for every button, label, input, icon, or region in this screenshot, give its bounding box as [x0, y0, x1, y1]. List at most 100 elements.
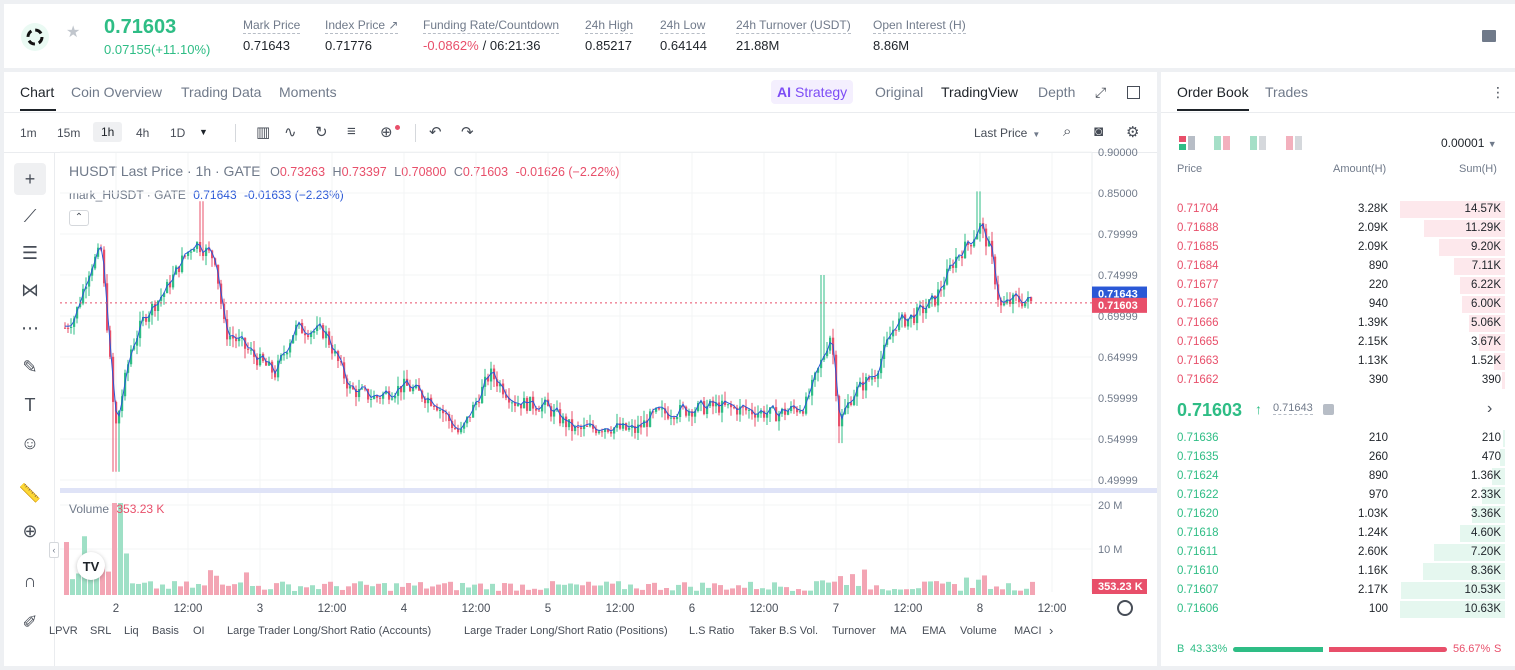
- indicator-2[interactable]: Liq: [124, 625, 139, 637]
- bid-row[interactable]: 0.71624 890 1.36K: [1161, 467, 1515, 486]
- template-icon[interactable]: ≡: [347, 123, 356, 140]
- tab-trades[interactable]: Trades: [1265, 84, 1309, 100]
- ai-icon: AI: [777, 84, 791, 100]
- view-both-icon[interactable]: [1179, 136, 1195, 150]
- bid-row[interactable]: 0.71636 210 210: [1161, 429, 1515, 448]
- favorite-star-icon[interactable]: ★: [66, 24, 81, 41]
- tab-tradingview[interactable]: TradingView: [941, 84, 1019, 100]
- candle-body: [724, 400, 727, 405]
- eraser-icon[interactable]: ✐: [22, 611, 38, 632]
- screenshot-camera-icon[interactable]: ◙: [1094, 123, 1104, 140]
- book-icon[interactable]: [1482, 30, 1496, 42]
- indicator-12[interactable]: Volume: [960, 625, 997, 637]
- tab-order-book[interactable]: Order Book: [1177, 84, 1249, 100]
- interval-1m[interactable]: 1m: [20, 126, 37, 140]
- price-type-select[interactable]: Last Price ▼: [974, 126, 1040, 140]
- ask-row[interactable]: 0.71685 2.09K 9.20K: [1161, 238, 1515, 257]
- stat-label-1[interactable]: Index Price ↗: [325, 18, 399, 34]
- indicator-7[interactable]: L.S Ratio: [689, 625, 735, 637]
- text-tool-icon[interactable]: T: [24, 394, 36, 415]
- indicator-11[interactable]: EMA: [922, 625, 946, 637]
- ask-row[interactable]: 0.71688 2.09K 11.29K: [1161, 219, 1515, 238]
- ask-row[interactable]: 0.71684 890 7.11K: [1161, 257, 1515, 276]
- interval-1h[interactable]: 1h: [93, 122, 123, 142]
- redo-icon[interactable]: ↷: [461, 124, 474, 141]
- tab-coin-overview[interactable]: Coin Overview: [71, 84, 163, 100]
- interval-4h[interactable]: 4h: [136, 126, 150, 140]
- emoji-icon[interactable]: ☺: [20, 432, 40, 453]
- fullscreen-icon[interactable]: ⤢: [1095, 84, 1107, 100]
- interval-1d[interactable]: 1D: [170, 126, 186, 140]
- tab-original[interactable]: Original: [875, 84, 924, 100]
- indicator-9[interactable]: Turnover: [832, 625, 876, 637]
- expand-chevron-icon[interactable]: ›: [1487, 400, 1493, 417]
- magnet-icon[interactable]: ∩: [23, 570, 37, 591]
- collapse-legend-button[interactable]: ⌃: [69, 210, 89, 226]
- fib-icon[interactable]: ⋯: [21, 317, 39, 338]
- refresh-icon[interactable]: ↻: [315, 124, 328, 141]
- stat-label-5[interactable]: 24h Turnover (USDT): [736, 18, 851, 34]
- pane-separator[interactable]: [60, 488, 1157, 493]
- pattern-icon[interactable]: ⋈: [21, 279, 39, 300]
- strategy-button[interactable]: AI Strategy: [771, 80, 854, 104]
- stat-label-0[interactable]: Mark Price: [243, 18, 301, 34]
- indicator-6[interactable]: Large Trader Long/Short Ratio (Positions…: [464, 625, 668, 637]
- bid-row[interactable]: 0.71607 2.17K 10.53K: [1161, 581, 1515, 600]
- ask-row[interactable]: 0.71662 390 390: [1161, 371, 1515, 390]
- trend-line-icon[interactable]: ⟋: [23, 205, 37, 226]
- scroll-left-icon[interactable]: ‹: [49, 542, 59, 558]
- indicator-3[interactable]: Basis: [152, 625, 179, 637]
- parallel-lines-icon[interactable]: ☰: [21, 242, 39, 263]
- candle-body: [718, 402, 721, 413]
- ask-row[interactable]: 0.71665 2.15K 3.67K: [1161, 333, 1515, 352]
- bid-row[interactable]: 0.71611 2.60K 7.20K: [1161, 543, 1515, 562]
- view-bids-icon[interactable]: [1250, 136, 1266, 150]
- crosshair-icon[interactable]: +: [14, 163, 46, 195]
- tab-trading-data[interactable]: Trading Data: [181, 84, 262, 100]
- interval-dropdown-icon[interactable]: ▼: [199, 127, 208, 137]
- indicator-5[interactable]: Large Trader Long/Short Ratio (Accounts): [227, 625, 432, 637]
- tab-chart[interactable]: Chart: [20, 84, 55, 100]
- ask-row[interactable]: 0.71666 1.39K 5.06K: [1161, 314, 1515, 333]
- indicator-1[interactable]: SRL: [90, 625, 112, 637]
- tab-moments[interactable]: Moments: [279, 84, 337, 100]
- bid-row[interactable]: 0.71606 100 10.63K: [1161, 600, 1515, 619]
- bid-row[interactable]: 0.71622 970 2.33K: [1161, 486, 1515, 505]
- precision-select[interactable]: 0.00001 ▼: [1441, 136, 1497, 150]
- chart-search-icon[interactable]: ⌕: [1063, 123, 1072, 140]
- bottom-scroll-right-icon[interactable]: ›: [1049, 623, 1054, 638]
- view-both-alt-icon[interactable]: [1214, 136, 1230, 150]
- indicator-0[interactable]: LPVR: [49, 625, 78, 637]
- bid-row[interactable]: 0.71635 260 470: [1161, 448, 1515, 467]
- bid-row[interactable]: 0.71618 1.24K 4.60K: [1161, 524, 1515, 543]
- ask-row[interactable]: 0.71677 220 6.22K: [1161, 276, 1515, 295]
- indicator-13[interactable]: MACI: [1014, 625, 1042, 637]
- stat-label-2[interactable]: Funding Rate/Countdown: [423, 18, 560, 34]
- view-asks-icon[interactable]: [1286, 136, 1302, 150]
- bid-row[interactable]: 0.71610 1.16K 8.36K: [1161, 562, 1515, 581]
- chart-settings-gear-icon[interactable]: [1117, 600, 1133, 616]
- indicator-10[interactable]: MA: [890, 625, 907, 637]
- interval-15m[interactable]: 15m: [57, 126, 81, 140]
- indicator-8[interactable]: Taker B.S Vol.: [749, 625, 819, 637]
- ask-row[interactable]: 0.71663 1.13K 1.52K: [1161, 352, 1515, 371]
- zoom-icon[interactable]: ⊕: [22, 520, 38, 541]
- ask-row[interactable]: 0.71704 3.28K 14.57K: [1161, 200, 1515, 219]
- ask-row[interactable]: 0.71667 940 6.00K: [1161, 295, 1515, 314]
- indicator-4[interactable]: OI: [193, 625, 205, 637]
- chart-gear-icon[interactable]: ⚙: [1126, 124, 1140, 141]
- brush-icon[interactable]: ✎: [22, 356, 38, 377]
- orderbook-more-icon[interactable]: ⋮: [1491, 84, 1505, 100]
- stat-label-3[interactable]: 24h High: [585, 18, 634, 34]
- ruler-icon[interactable]: 📏: [18, 482, 42, 503]
- bid-row[interactable]: 0.71620 1.03K 3.36K: [1161, 505, 1515, 524]
- stat-label-4[interactable]: 24h Low: [660, 18, 706, 34]
- stat-label-6[interactable]: Open Interest (H): [873, 18, 966, 34]
- tab-depth[interactable]: Depth: [1038, 84, 1076, 100]
- indicator-icon[interactable]: ∿: [284, 124, 297, 141]
- window-toggle-icon[interactable]: [1127, 86, 1140, 99]
- undo-icon[interactable]: ↶: [429, 124, 442, 141]
- candle-type-icon[interactable]: ▥: [256, 124, 271, 141]
- add-indicator-icon[interactable]: ⊕: [380, 124, 393, 141]
- candlestick-chart[interactable]: 0.90000 0.85000 0.79999 0.74999 0.69999 0.649…: [4, 72, 1157, 666]
